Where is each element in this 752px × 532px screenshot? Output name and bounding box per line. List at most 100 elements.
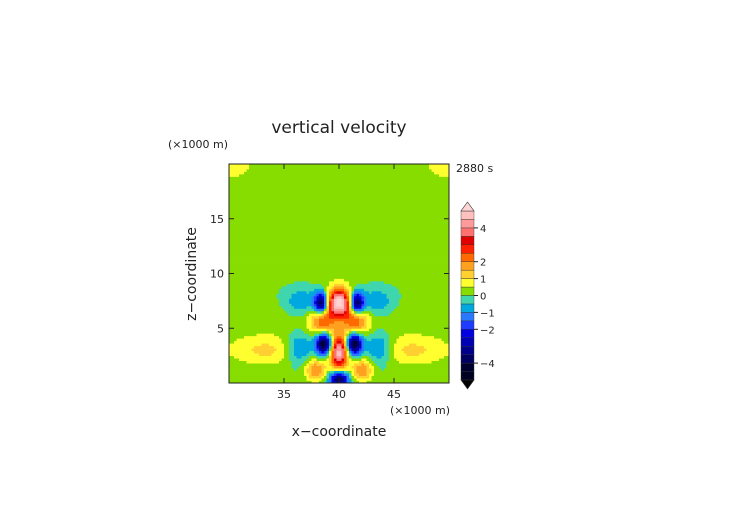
heatmap-cell (404, 290, 407, 294)
heatmap-cell (241, 368, 245, 371)
heatmap-cell (264, 343, 267, 347)
heatmap-cell (446, 293, 450, 297)
heatmap-cell (409, 293, 412, 297)
heatmap-cell (286, 358, 290, 361)
heatmap-cell (409, 375, 412, 379)
heatmap-cell (311, 305, 315, 309)
heatmap-cell (411, 380, 415, 384)
heatmap-cell (234, 253, 237, 257)
heatmap-cell (241, 315, 245, 319)
heatmap-cell (279, 273, 282, 277)
heatmap-cell (244, 268, 247, 272)
heatmap-cell (351, 303, 355, 307)
heatmap-cell (409, 373, 412, 376)
heatmap-cell (244, 360, 247, 364)
heatmap-cell (231, 320, 235, 324)
heatmap-cell (409, 360, 412, 364)
heatmap-cell (391, 345, 395, 349)
heatmap-cell (416, 365, 420, 369)
heatmap-cell (346, 278, 350, 282)
heatmap-cell (284, 325, 287, 329)
heatmap-cell (446, 343, 450, 347)
heatmap-cell (439, 283, 442, 287)
heatmap-cell (254, 241, 257, 245)
heatmap-cell (361, 246, 365, 250)
heatmap-cell (299, 378, 302, 381)
heatmap-cell (431, 365, 435, 369)
heatmap-cell (426, 358, 430, 361)
heatmap-cell (446, 315, 450, 319)
heatmap-cell (366, 275, 370, 279)
heatmap-cell (236, 340, 240, 344)
heatmap-cell (324, 300, 327, 304)
heatmap-cell (304, 328, 307, 332)
heatmap-cell (294, 246, 297, 250)
heatmap-cell (311, 378, 315, 381)
heatmap-cell (321, 271, 325, 274)
heatmap-cell (276, 350, 280, 354)
heatmap-cell (256, 288, 260, 292)
heatmap-cell (311, 246, 315, 250)
heatmap-cell (236, 280, 240, 284)
heatmap-cell (354, 368, 357, 371)
heatmap-cell (331, 280, 335, 284)
heatmap-cell (276, 373, 280, 376)
heatmap-cell (354, 303, 357, 307)
heatmap-cell (331, 368, 335, 371)
heatmap-cell (426, 290, 430, 294)
heatmap-cell (274, 308, 277, 312)
heatmap-cell (399, 353, 402, 357)
heatmap-cell (299, 333, 302, 337)
heatmap-cell (319, 340, 322, 344)
heatmap-cell (354, 340, 357, 344)
heatmap-cell (254, 243, 257, 247)
heatmap-cell (426, 295, 430, 299)
heatmap-cell (446, 278, 450, 282)
heatmap-cell (264, 268, 267, 272)
heatmap-cell (401, 298, 405, 302)
heatmap-cell (236, 268, 240, 272)
heatmap-cell (329, 283, 332, 287)
heatmap-cell (304, 378, 307, 381)
heatmap-cell (311, 273, 315, 277)
heatmap-cell (444, 246, 447, 250)
heatmap-cell (264, 328, 267, 332)
heatmap-cell (421, 338, 425, 342)
heatmap-cell (301, 343, 305, 347)
heatmap-cell (344, 378, 347, 381)
heatmap-cell (319, 348, 322, 352)
heatmap-cell (416, 273, 420, 277)
heatmap-cell (289, 330, 292, 334)
heatmap-cell (391, 298, 395, 302)
heatmap-cell (439, 308, 442, 312)
heatmap-cell (389, 295, 392, 299)
heatmap-cell (421, 333, 425, 337)
heatmap-cell (279, 320, 282, 324)
heatmap-cell (359, 310, 362, 314)
heatmap-cell (416, 330, 420, 334)
heatmap-cell (414, 246, 417, 250)
heatmap-cell (271, 278, 275, 282)
heatmap-cell (241, 313, 245, 317)
heatmap-cell (406, 305, 410, 309)
heatmap-cell (379, 325, 382, 329)
heatmap-cell (386, 370, 390, 374)
heatmap-cell (301, 271, 305, 274)
heatmap-cell (351, 275, 355, 279)
heatmap-cell (274, 248, 277, 252)
heatmap-cell (261, 338, 265, 342)
heatmap-cell (254, 323, 257, 327)
heatmap-cell (271, 315, 275, 319)
heatmap-cell (324, 258, 327, 262)
heatmap-cell (376, 266, 380, 269)
heatmap-cell (236, 305, 240, 309)
heatmap-cell (361, 285, 365, 289)
heatmap-cell (434, 365, 437, 369)
heatmap-cell (271, 335, 275, 339)
heatmap-cell (284, 340, 287, 344)
heatmap-cell (426, 365, 430, 369)
heatmap-cell (411, 258, 415, 262)
heatmap-cell (251, 350, 255, 354)
heatmap-cell (266, 241, 270, 245)
heatmap-cell (356, 360, 360, 364)
